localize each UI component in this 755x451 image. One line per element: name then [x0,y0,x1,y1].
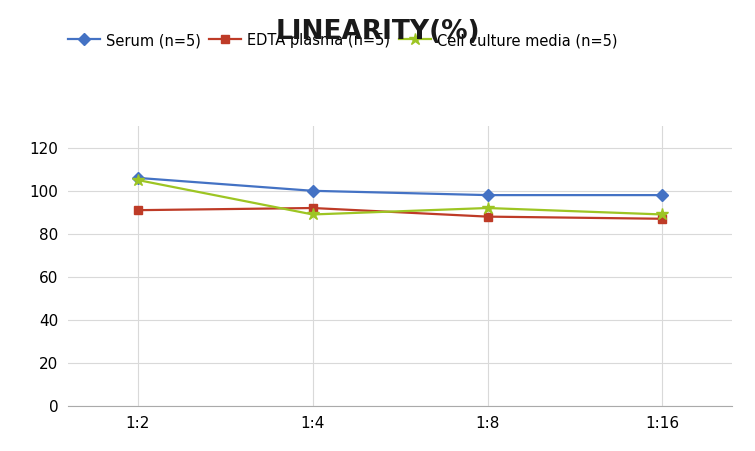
Line: Cell culture media (n=5): Cell culture media (n=5) [131,174,669,221]
Serum (n=5) [134,175,143,180]
EDTA plasma (n=5) [134,207,143,213]
EDTA plasma (n=5) [483,214,492,219]
Legend: Serum (n=5), EDTA plasma (n=5), Cell culture media (n=5): Serum (n=5), EDTA plasma (n=5), Cell cul… [62,28,623,54]
Cell culture media (n=5) [134,177,143,183]
Line: EDTA plasma (n=5): EDTA plasma (n=5) [134,204,667,223]
Cell culture media (n=5) [658,212,667,217]
Cell culture media (n=5) [483,205,492,211]
Serum (n=5) [483,193,492,198]
Text: LINEARITY(%): LINEARITY(%) [275,18,480,45]
Serum (n=5) [308,188,317,193]
Cell culture media (n=5) [308,212,317,217]
Line: Serum (n=5): Serum (n=5) [134,174,667,199]
EDTA plasma (n=5) [658,216,667,221]
Serum (n=5) [658,193,667,198]
EDTA plasma (n=5) [308,205,317,211]
